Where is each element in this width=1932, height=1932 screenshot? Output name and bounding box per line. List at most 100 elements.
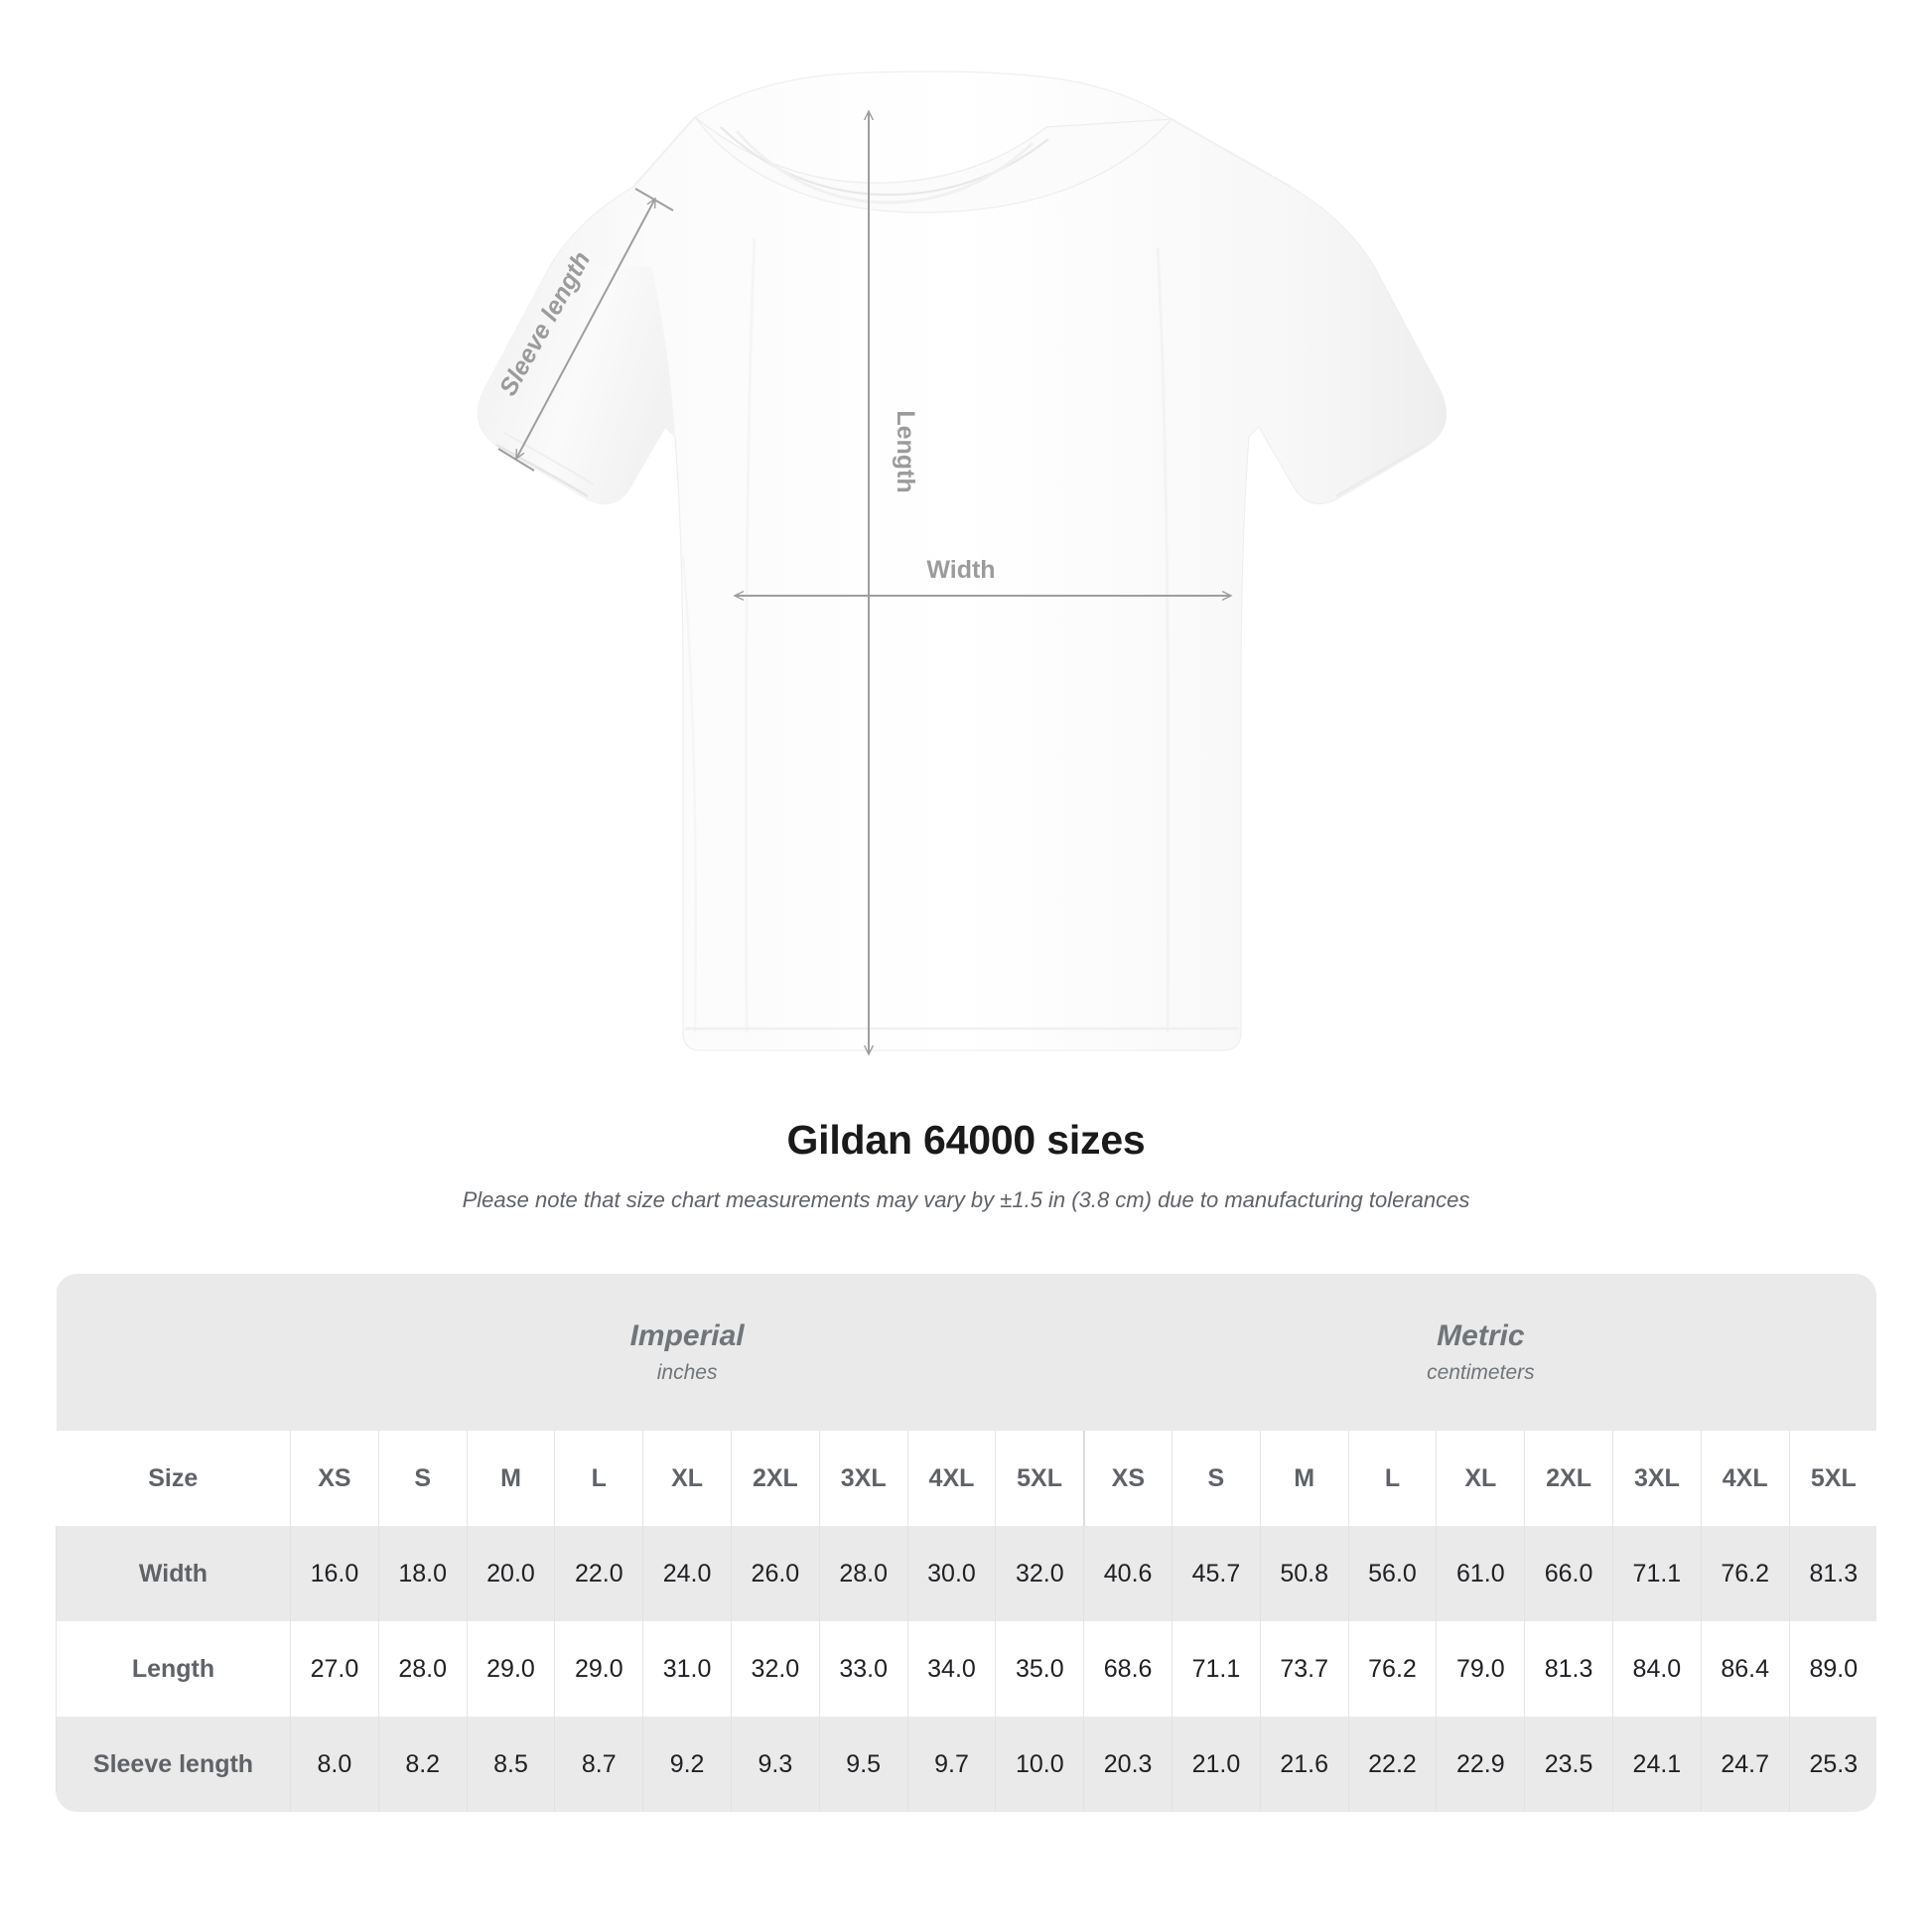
cell-length-metric-4xl: 86.4 [1700,1621,1790,1717]
table-row-width: Width 16.0 18.0 20.0 22.0 24.0 26.0 28.0… [56,1526,1876,1621]
size-header-imperial-m: M [466,1431,555,1526]
size-header-imperial-5xl: 5XL [995,1431,1084,1526]
cell-width-imperial-5xl: 32.0 [995,1526,1084,1621]
cell-width-metric-2xl: 66.0 [1524,1526,1613,1621]
row-label-sleeve-length: Sleeve length [56,1717,291,1812]
size-header-metric-3xl: 3XL [1611,1431,1702,1526]
cell-sleeve-imperial-s: 8.2 [377,1717,468,1812]
unit-band-row: Imperial inches Metric centimeters [56,1274,1876,1431]
cell-width-imperial-l: 22.0 [554,1526,643,1621]
size-header-metric-m: M [1259,1431,1349,1526]
cell-length-imperial-2xl: 32.0 [730,1621,820,1717]
unit-metric-sub: centimeters [1427,1361,1535,1385]
sleeve-measure-arrow [497,188,674,472]
cell-sleeve-metric-xs: 20.3 [1083,1717,1173,1812]
cell-width-imperial-s: 18.0 [377,1526,468,1621]
size-header-imperial-xl: XL [642,1431,732,1526]
size-header-imperial-4xl: 4XL [906,1431,996,1526]
size-header-metric-5xl: 5XL [1788,1431,1876,1526]
size-column-header: Size [56,1431,291,1526]
cell-length-imperial-m: 29.0 [466,1621,555,1717]
row-label-width: Width [56,1526,291,1621]
width-label: Width [926,556,995,584]
cell-length-metric-s: 71.1 [1172,1621,1261,1717]
cell-sleeve-imperial-l: 8.7 [554,1717,643,1812]
cell-length-metric-3xl: 84.0 [1611,1621,1702,1717]
chart-heading-block: Gildan 64000 sizes Please note that size… [0,1116,1932,1215]
cell-sleeve-metric-m: 21.6 [1259,1717,1349,1812]
size-header-imperial-2xl: 2XL [730,1431,820,1526]
unit-band-spacer [56,1274,291,1431]
cell-sleeve-metric-2xl: 23.5 [1524,1717,1613,1812]
cell-length-metric-m: 73.7 [1259,1621,1349,1717]
size-header-row: Size XS S M L XL 2XL 3XL 4XL 5XL XS S M … [56,1431,1876,1526]
length-label: Length [892,410,919,492]
size-table: Imperial inches Metric centimeters Size … [56,1274,1876,1812]
cell-width-metric-3xl: 71.1 [1611,1526,1702,1621]
size-header-metric-xs: XS [1082,1431,1173,1526]
table-row-sleeve-length: Sleeve length 8.0 8.2 8.5 8.7 9.2 9.3 9.… [56,1717,1876,1812]
cell-sleeve-imperial-2xl: 9.3 [730,1717,820,1812]
size-header-imperial-xs: XS [290,1431,379,1526]
tolerance-note: Please note that size chart measurements… [462,1187,1470,1213]
cell-width-metric-s: 45.7 [1172,1526,1261,1621]
size-header-imperial-s: S [377,1431,468,1526]
cell-width-metric-m: 50.8 [1259,1526,1349,1621]
cell-length-imperial-xl: 31.0 [642,1621,732,1717]
tshirt-diagram: Length Width Sleeve length [477,70,1448,1112]
size-header-imperial-3xl: 3XL [818,1431,908,1526]
cell-sleeve-imperial-xs: 8.0 [290,1717,379,1812]
cell-length-imperial-s: 28.0 [377,1621,468,1717]
left-sleeve-hem [495,443,589,498]
cell-length-imperial-4xl: 34.0 [906,1621,996,1717]
size-header-imperial-l: L [554,1431,643,1526]
cell-sleeve-metric-4xl: 24.7 [1700,1717,1790,1812]
table-row-length: Length 27.0 28.0 29.0 29.0 31.0 32.0 33.… [56,1621,1876,1717]
size-header-metric-xl: XL [1436,1431,1525,1526]
cell-sleeve-imperial-xl: 9.2 [642,1717,732,1812]
cell-sleeve-metric-l: 22.2 [1347,1717,1437,1812]
cell-width-imperial-2xl: 26.0 [730,1526,820,1621]
unit-group-metric: Metric centimeters [1083,1274,1876,1431]
cell-length-imperial-3xl: 33.0 [818,1621,908,1717]
cell-width-imperial-m: 20.0 [466,1526,555,1621]
cell-length-metric-2xl: 81.3 [1524,1621,1613,1717]
neck-opening [735,130,1035,205]
cell-width-metric-xl: 61.0 [1436,1526,1525,1621]
cell-sleeve-imperial-3xl: 9.5 [818,1717,908,1812]
page-title: Gildan 64000 sizes [786,1117,1146,1163]
unit-group-imperial: Imperial inches [290,1274,1084,1431]
unit-metric-name: Metric [1437,1319,1525,1353]
size-header-metric-l: L [1347,1431,1437,1526]
cell-sleeve-metric-3xl: 24.1 [1611,1717,1702,1812]
cell-length-imperial-5xl: 35.0 [995,1621,1084,1717]
cell-sleeve-metric-5xl: 25.3 [1788,1717,1876,1812]
cell-width-metric-l: 56.0 [1347,1526,1437,1621]
unit-imperial-name: Imperial [629,1319,745,1353]
cell-width-metric-4xl: 76.2 [1700,1526,1790,1621]
size-header-metric-4xl: 4XL [1700,1431,1790,1526]
cell-length-metric-5xl: 89.0 [1788,1621,1876,1717]
cell-width-imperial-4xl: 30.0 [906,1526,996,1621]
right-sleeve-hem [1335,443,1427,498]
cell-sleeve-imperial-m: 8.5 [466,1717,555,1812]
cell-width-imperial-3xl: 28.0 [818,1526,908,1621]
cell-sleeve-metric-xl: 22.9 [1436,1717,1525,1812]
cell-length-metric-l: 76.2 [1347,1621,1437,1717]
cell-width-metric-xs: 40.6 [1083,1526,1173,1621]
cell-length-imperial-l: 29.0 [554,1621,643,1717]
cell-length-metric-xl: 79.0 [1436,1621,1525,1717]
row-label-length: Length [56,1621,291,1717]
cell-width-imperial-xs: 16.0 [290,1526,379,1621]
cell-width-metric-5xl: 81.3 [1788,1526,1876,1621]
cell-sleeve-imperial-4xl: 9.7 [906,1717,996,1812]
size-header-metric-2xl: 2XL [1524,1431,1613,1526]
cell-sleeve-imperial-5xl: 10.0 [995,1717,1084,1812]
cell-length-imperial-xs: 27.0 [290,1621,379,1717]
cell-length-metric-xs: 68.6 [1083,1621,1173,1717]
cell-sleeve-metric-s: 21.0 [1172,1717,1261,1812]
cell-width-imperial-xl: 24.0 [642,1526,732,1621]
size-header-metric-s: S [1172,1431,1261,1526]
size-table-container: Imperial inches Metric centimeters Size … [56,1274,1876,1812]
